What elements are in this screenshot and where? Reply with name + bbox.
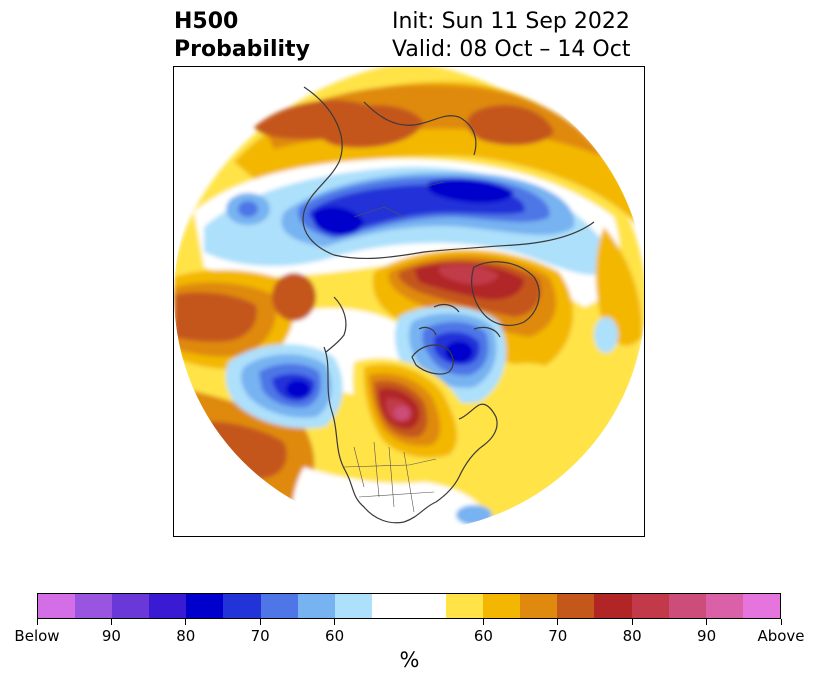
colorbar-segment <box>149 594 187 618</box>
colorbar-ticks: Below 90 80 70 60 60 70 80 90 Above <box>0 619 819 645</box>
colorbar-segment <box>186 594 224 618</box>
polar-map <box>173 66 645 537</box>
colorbar-segment <box>705 594 743 618</box>
above-pacific-75 <box>174 292 257 342</box>
eurasia-coastline <box>302 86 595 260</box>
above-ridge-mid-85 <box>438 264 499 285</box>
colorbar-tick-label: Above <box>757 627 805 645</box>
colorbar-segment <box>223 594 261 618</box>
colorbar-segment <box>371 594 447 618</box>
colorbar-segment <box>112 594 150 618</box>
colorbar-unit-label: % <box>399 648 420 672</box>
colorbar-tick <box>482 619 484 625</box>
arctic-islands <box>418 303 501 338</box>
colorbar-tick <box>780 619 782 625</box>
colorbar-segment <box>594 594 632 618</box>
colorbar-segment <box>260 594 298 618</box>
above-right-lower <box>503 363 574 419</box>
above-east-na-core <box>394 406 410 420</box>
map-svg <box>174 67 644 536</box>
us-canada-border <box>343 458 437 468</box>
colorbar-segment <box>38 594 76 618</box>
colorbar-tick-label: 60 <box>473 627 493 645</box>
colorbar-tick-label: 90 <box>697 627 717 645</box>
colorbar-tick <box>334 619 336 625</box>
above-right-edge <box>595 227 643 346</box>
below-left-spot-core <box>238 201 258 217</box>
colorbar-segment <box>483 594 521 618</box>
below-core-left <box>312 206 364 236</box>
colorbar-tick-label: 90 <box>101 627 121 645</box>
colorbar-tick <box>259 619 261 625</box>
colorbar-tick <box>706 619 708 625</box>
colorbar-tick <box>36 619 38 625</box>
outside-disk <box>174 67 644 536</box>
colorbar-tick-label: 60 <box>325 627 345 645</box>
coastlines <box>302 86 595 524</box>
valid-range: Valid: 08 Oct – 14 Oct <box>392 37 631 62</box>
russia-borders <box>353 181 445 218</box>
below-core-right <box>427 178 514 203</box>
init-date: Init: Sun 11 Sep 2022 <box>392 9 630 34</box>
us-state-lines <box>353 441 435 513</box>
colorbar-segment <box>297 594 335 618</box>
above-top-core-right <box>467 104 554 146</box>
colorbar-tick-label: 80 <box>176 627 196 645</box>
anomaly-field <box>174 67 644 531</box>
colorbar-tick <box>557 619 559 625</box>
country-borders <box>343 181 445 513</box>
colorbar-segment <box>520 594 558 618</box>
neutral-lower <box>291 467 494 531</box>
colorbar-tick <box>110 619 112 625</box>
below-hudson-core <box>445 341 473 363</box>
chart-title: H500 Probability <box>174 8 310 64</box>
europe-outline <box>363 101 477 156</box>
hudson-bay-outline <box>411 344 454 375</box>
colorbar-tick <box>631 619 633 625</box>
colorbar-segment <box>557 594 595 618</box>
colorbar-tick-label: 80 <box>622 627 642 645</box>
chart-dates: Init: Sun 11 Sep 2022 Valid: 08 Oct – 14… <box>392 8 630 64</box>
colorbar-segment <box>446 594 484 618</box>
colorbar-tick <box>185 619 187 625</box>
above-pacific-core2 <box>272 273 316 321</box>
colorbar <box>37 593 781 619</box>
colorbar-tick-label: Below <box>14 627 60 645</box>
title-variable: H500 <box>174 9 239 34</box>
below-right-spot <box>594 317 618 353</box>
colorbar-segment <box>334 594 372 618</box>
greenland-outline <box>471 261 540 326</box>
colorbar-segment <box>631 594 669 618</box>
colorbar-segment <box>668 594 706 618</box>
below-west-na-core <box>286 380 310 398</box>
colorbar-tick-label: 70 <box>250 627 270 645</box>
colorbar-tick-label: 70 <box>548 627 568 645</box>
alaska-outline <box>325 296 347 353</box>
na-coastline <box>323 346 498 524</box>
title-type: Probability <box>174 37 310 62</box>
colorbar-segment <box>742 594 780 618</box>
colorbar-segment <box>75 594 113 618</box>
